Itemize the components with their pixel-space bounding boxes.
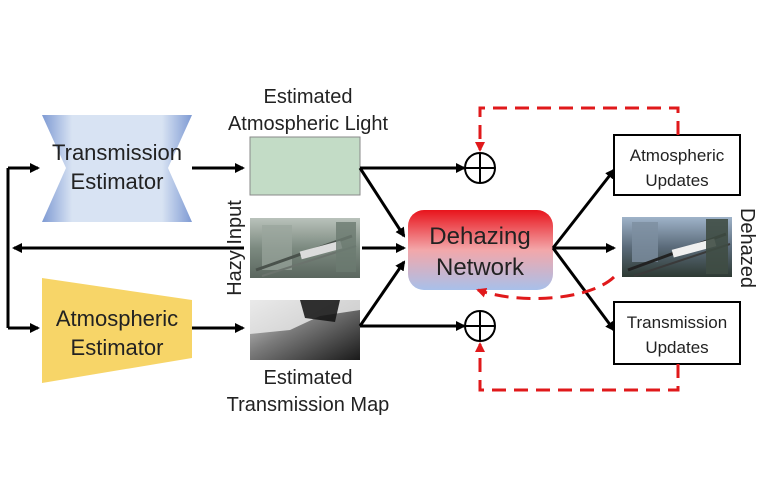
transmission-updates-line2: Updates bbox=[645, 338, 708, 357]
transmission-updates-line1: Transmission bbox=[627, 313, 727, 332]
feedback-atmospheric bbox=[475, 106, 680, 152]
transmission-updates: Transmission Updates bbox=[613, 301, 741, 365]
feedback-dehazed bbox=[476, 275, 616, 301]
sum-node-bottom bbox=[464, 310, 496, 342]
transmission-map-label-line1: Estimated bbox=[264, 367, 353, 389]
feedback-loops bbox=[475, 106, 680, 392]
transmission-estimator: Transmission Estimator bbox=[42, 115, 192, 222]
transmission-estimator-line2: Estimator bbox=[71, 169, 164, 194]
atmospheric-updates-line2: Updates bbox=[645, 171, 708, 190]
atmospheric-estimator-line1: Atmospheric bbox=[56, 306, 178, 331]
atmospheric-updates-line1: Atmospheric bbox=[630, 146, 725, 165]
left-connectors bbox=[6, 163, 244, 333]
estimated-atmospheric-light: Estimated Atmospheric Light bbox=[228, 86, 389, 196]
atmospheric-light-swatch bbox=[249, 136, 361, 196]
atmospheric-estimator: Atmospheric Estimator bbox=[42, 278, 192, 383]
transmission-estimator-line1: Transmission bbox=[52, 140, 182, 165]
atmospheric-light-label-line1: Estimated bbox=[264, 86, 353, 108]
feedback-transmission bbox=[475, 342, 680, 392]
transmission-map-label-line2: Transmission Map bbox=[227, 394, 390, 416]
hazy-input: Hazy Input bbox=[224, 200, 360, 296]
dehazing-network: Dehazing Network bbox=[408, 210, 553, 290]
output-connectors bbox=[551, 168, 616, 332]
middle-connectors bbox=[358, 163, 466, 331]
atmospheric-light-label-line2: Atmospheric Light bbox=[228, 113, 389, 135]
estimated-transmission-map: Estimated Transmission Map bbox=[227, 300, 390, 416]
dehazing-network-line2: Network bbox=[436, 254, 525, 281]
dehazed-label: Dehazed bbox=[736, 208, 758, 288]
atmospheric-updates: Atmospheric Updates bbox=[613, 134, 741, 196]
dehazing-network-line1: Dehazing bbox=[429, 223, 530, 250]
hazy-input-label: Hazy Input bbox=[224, 200, 246, 296]
sum-node-top bbox=[464, 152, 496, 184]
dehazed-output: Dehazed bbox=[622, 208, 758, 288]
atmospheric-estimator-line2: Estimator bbox=[71, 335, 164, 360]
